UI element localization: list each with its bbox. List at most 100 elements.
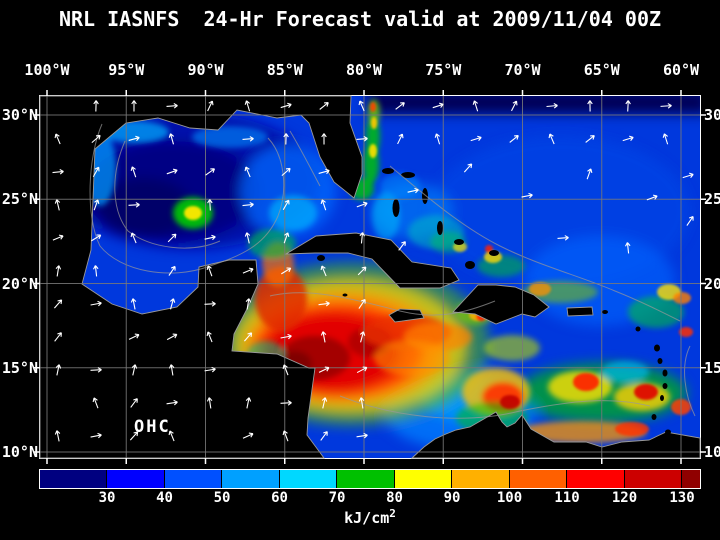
vector-arrow <box>662 133 669 145</box>
vector-arrow <box>660 103 672 109</box>
vector-arrow <box>130 298 137 310</box>
vector-arrow <box>168 364 175 376</box>
vector-arrow <box>511 100 518 112</box>
lon-label: 70°W <box>504 61 541 79</box>
vector-arrow <box>356 201 368 208</box>
lon-label: 75°W <box>425 61 462 79</box>
vector-arrow <box>55 265 62 277</box>
vector-arrow <box>93 100 99 112</box>
vector-arrow <box>242 202 254 208</box>
vector-arrow <box>358 397 365 409</box>
colorbar-segment <box>222 470 280 488</box>
lat-label: 10°N <box>704 443 720 461</box>
vector-arrow <box>130 398 138 408</box>
jamaica-island <box>388 308 425 323</box>
unit-text: kJ/cm <box>344 509 390 527</box>
colorbar-segment <box>509 470 567 488</box>
vector-arrow <box>280 102 292 109</box>
vector-arrow <box>168 430 175 442</box>
vector-arrow <box>128 202 140 208</box>
vector-arrow <box>282 364 289 376</box>
vector-arrow <box>55 364 62 376</box>
ohc-label: OHC <box>134 417 171 437</box>
lat-label: 15°N <box>704 358 720 377</box>
vector-arrow <box>166 399 178 406</box>
bathymetry-contours <box>89 123 696 419</box>
vector-arrow <box>359 232 365 244</box>
colorbar-segment <box>40 470 107 488</box>
vector-arrow <box>168 133 175 145</box>
vector-arrow <box>131 100 137 112</box>
lat-label: 15°N <box>1 358 38 377</box>
vector-arrow <box>283 232 290 244</box>
lat-lon-gridlines <box>40 96 700 458</box>
vector-arrow <box>585 135 595 143</box>
vector-arrow <box>356 432 368 439</box>
colorbar-segment <box>107 470 165 488</box>
vector-arrow <box>91 134 101 144</box>
vector-arrow <box>357 266 367 276</box>
vector-arrow <box>242 267 254 274</box>
vector-arrow <box>280 333 292 340</box>
lon-label: 90°W <box>187 61 224 79</box>
vector-arrow <box>245 298 252 310</box>
vector-arrow <box>321 397 328 409</box>
hispaniola-island <box>452 284 550 325</box>
lat-label: 20°N <box>704 274 720 293</box>
vector-arrow <box>281 167 291 177</box>
vector-arrow <box>242 136 254 142</box>
colorbar-tick-label: 30 <box>98 490 116 506</box>
vector-arrow <box>166 168 178 175</box>
vector-arrow <box>509 135 519 143</box>
cuba-island <box>284 232 460 289</box>
colorbar-segment <box>279 470 337 488</box>
vector-arrow <box>90 367 102 373</box>
axis-tick-marks <box>34 90 706 464</box>
vector-arrow <box>359 331 366 343</box>
vector-arrow <box>166 333 178 341</box>
colorbar-segment <box>337 470 395 488</box>
colorbar-tick-label: 50 <box>213 490 231 506</box>
vector-arrow <box>622 135 634 142</box>
vector-arrow <box>54 332 62 342</box>
vector-arrow <box>320 265 327 277</box>
vector-arrow <box>168 265 176 276</box>
vector-arrow <box>53 299 63 309</box>
vector-arrow <box>128 333 140 340</box>
colorbar-tick-label: 40 <box>156 490 173 506</box>
map-area: OHC <box>34 90 706 464</box>
vector-arrow <box>130 166 137 178</box>
lon-label: 85°W <box>266 61 303 79</box>
colorbar-segment <box>682 470 700 488</box>
vector-arrow <box>93 199 100 211</box>
lon-label: 60°W <box>662 61 700 79</box>
vector-arrow <box>320 331 327 343</box>
lat-label: 30°N <box>704 106 720 124</box>
lesser-antilles-islands <box>317 255 671 449</box>
colorbar-tick-label: 60 <box>271 490 288 506</box>
puerto-rico-island <box>566 306 594 317</box>
vector-arrow <box>281 267 292 275</box>
vector-arrow <box>166 103 178 109</box>
vector-arrow <box>206 331 213 343</box>
vector-arrow <box>206 265 213 277</box>
vector-arrow <box>319 101 329 110</box>
vector-arrow <box>245 397 252 409</box>
vector-arrow <box>283 133 289 145</box>
lat-label: 10°N <box>1 443 38 461</box>
vector-arrow <box>244 232 251 244</box>
lon-label: 95°W <box>108 61 145 79</box>
vector-arrow <box>358 298 366 309</box>
lon-label: 100°W <box>24 61 70 79</box>
colorbar-tick-label: 100 <box>496 490 523 506</box>
colorbar-tick-label: 80 <box>386 490 403 506</box>
colorbar-tick-label: 110 <box>554 490 580 506</box>
vector-arrow <box>320 431 328 441</box>
vector-arrow <box>358 100 365 112</box>
vector-arrow <box>93 265 99 277</box>
vector-arrow <box>128 135 140 142</box>
vector-arrow <box>407 187 419 194</box>
page-title: NRL IASNFS 24-Hr Forecast valid at 2009/… <box>58 7 662 31</box>
colorbar-segment <box>164 470 222 488</box>
vector-arrow <box>244 100 251 112</box>
